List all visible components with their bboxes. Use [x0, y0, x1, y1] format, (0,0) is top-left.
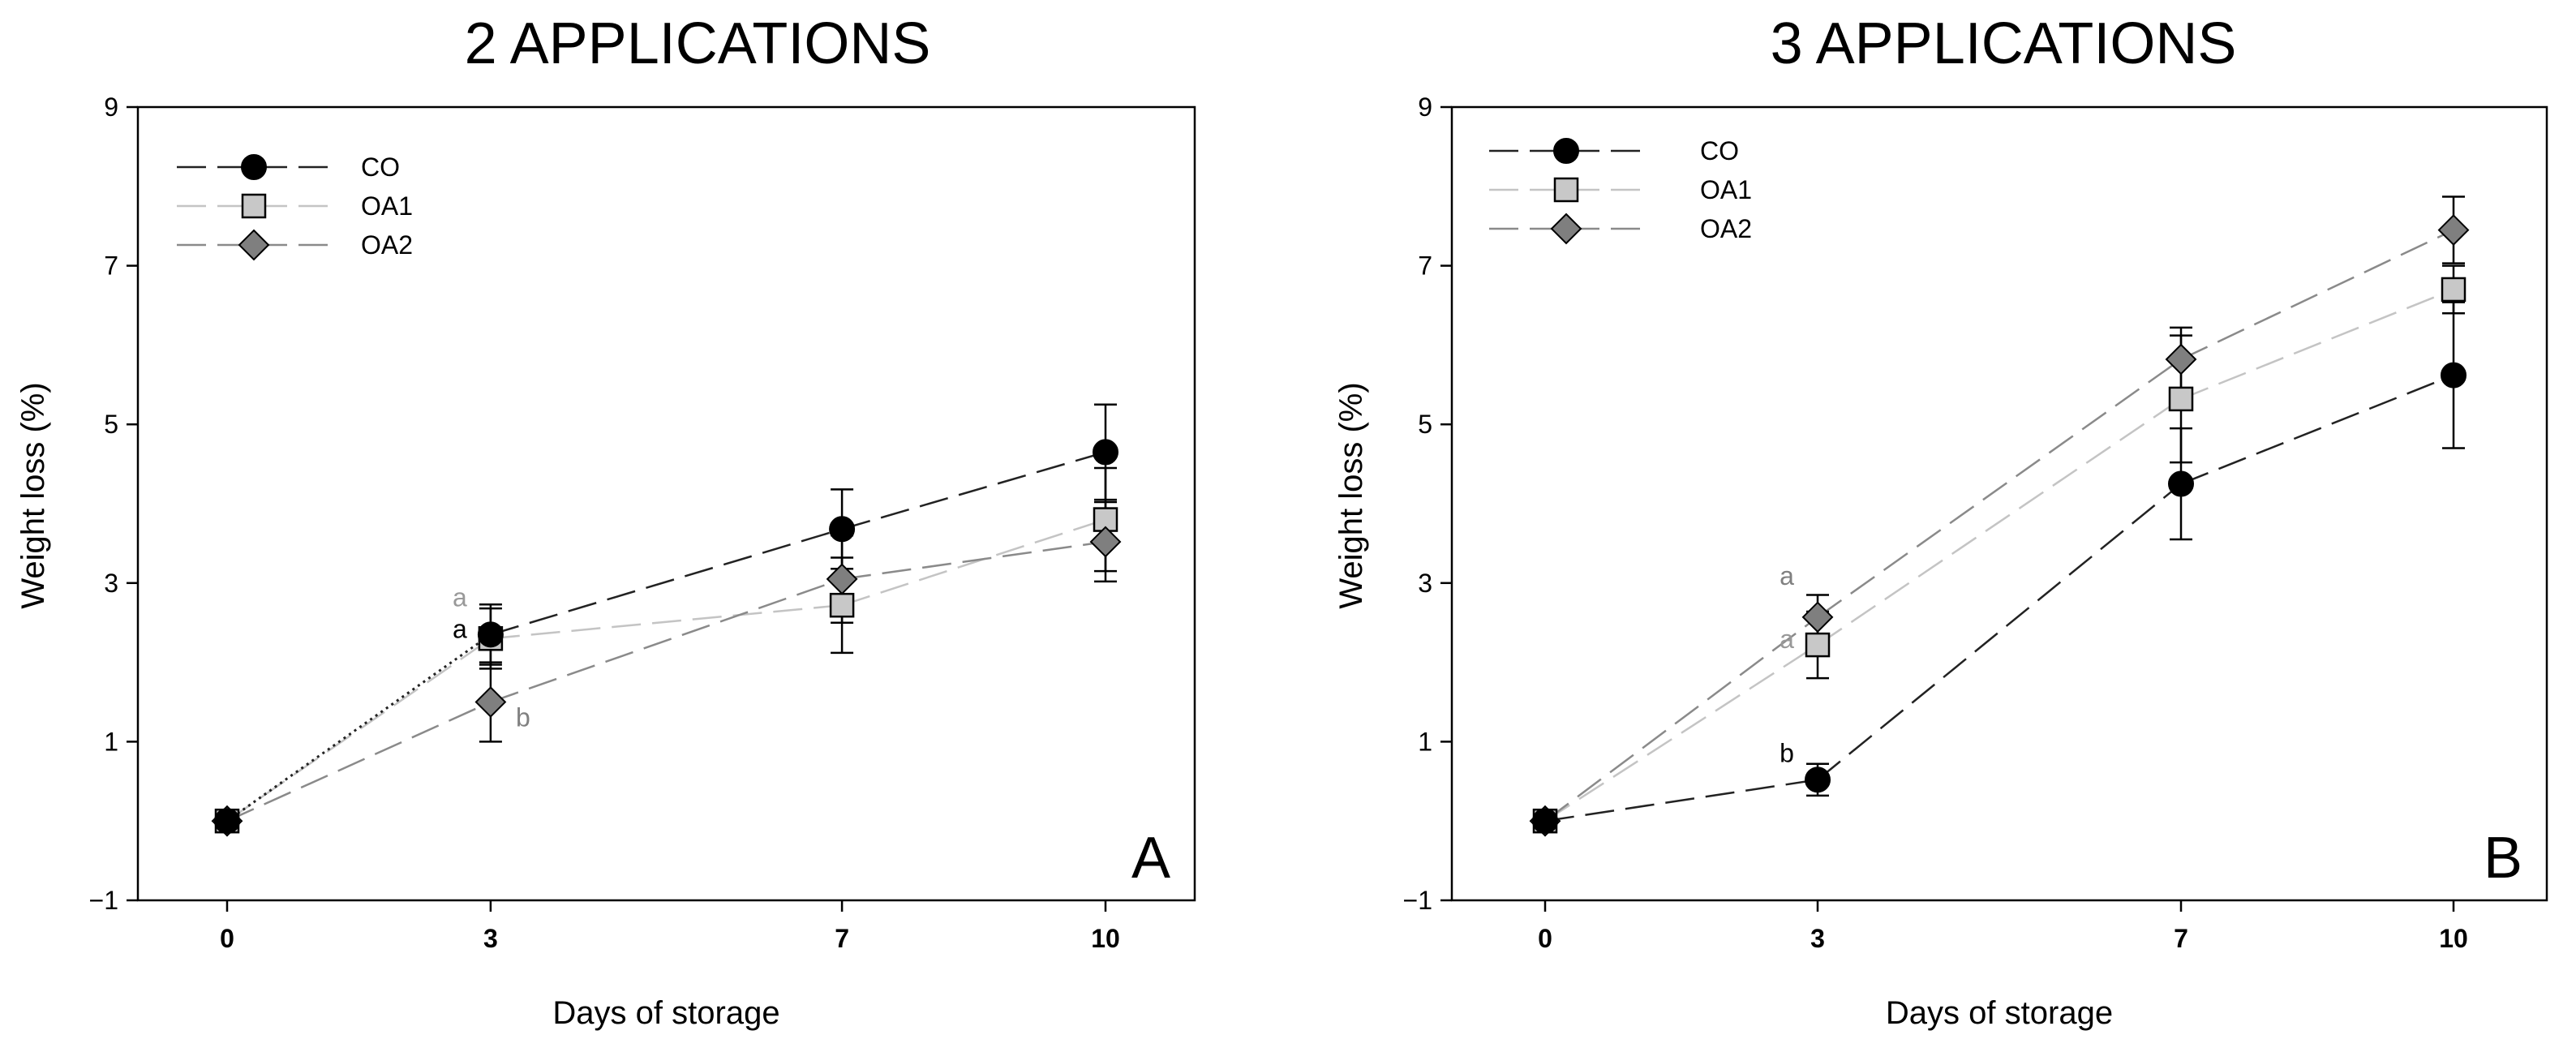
- chart-panel-a: 2 APPLICATIONS −1 1 3 5 7 9 0 3 7 10 Days of storag…: [15, 11, 1196, 1031]
- legend-label-oa2: OA2: [1700, 214, 1752, 243]
- legend-marker-oa1: [241, 193, 267, 219]
- y-tick-label: 7: [104, 251, 118, 281]
- data-point-oa2: [1089, 526, 1122, 558]
- y-tick-label: 7: [1418, 251, 1432, 281]
- data-point-oa2: [2165, 343, 2197, 376]
- significance-label: a: [1780, 625, 1794, 654]
- series-line-co: [2180, 374, 2454, 485]
- y-tick-label: −1: [1403, 886, 1432, 915]
- data-point-co: [1093, 439, 1118, 466]
- x-tick-label: 0: [220, 924, 234, 953]
- significance-label: b: [1780, 738, 1794, 767]
- x-tick-label: 3: [1810, 924, 1825, 953]
- series-line-oa2: [226, 701, 492, 822]
- plot-frame: [136, 105, 1196, 902]
- significance-label: a: [1780, 561, 1794, 590]
- series-line-oa2: [1544, 616, 1818, 822]
- legend-marker-co: [1553, 138, 1579, 164]
- y-tick-label: −1: [89, 886, 118, 915]
- data-point-oa1: [2168, 386, 2194, 412]
- x-tick-label: 0: [1538, 924, 1552, 953]
- series-line-co: [1817, 483, 2182, 781]
- data-point-oa2: [474, 686, 507, 718]
- series-line-oa1: [226, 638, 492, 822]
- data-point-co: [2168, 470, 2194, 497]
- series-line-co: [1544, 779, 1818, 822]
- data-point-oa2: [1801, 601, 1834, 633]
- series-line-oa2: [841, 540, 1106, 581]
- x-tick-label: 7: [2174, 924, 2188, 953]
- x-axis-label: Days of storage: [1886, 995, 2113, 1031]
- legend-marker-oa2: [1550, 213, 1582, 245]
- series-line-co: [490, 528, 843, 636]
- x-tick-label: 3: [483, 924, 498, 953]
- panel-letter: B: [2484, 826, 2522, 891]
- series-line-oa2: [1817, 358, 2182, 618]
- data-point-co: [1805, 766, 1831, 793]
- legend-label-co: CO: [361, 152, 400, 182]
- data-point-oa1: [2441, 277, 2467, 303]
- data-point-oa1: [1805, 632, 1831, 658]
- y-tick-label: 3: [104, 569, 118, 598]
- x-tick-label: 10: [1091, 924, 1120, 953]
- data-point-oa2: [826, 563, 858, 595]
- series-line-oa2: [2180, 229, 2454, 361]
- x-tick-label: 7: [835, 924, 849, 953]
- legend-marker-oa1: [1553, 177, 1579, 203]
- plot-frame: [1450, 105, 2548, 902]
- data-point-co: [2441, 362, 2467, 389]
- y-axis-label: Weight loss (%): [1333, 382, 1369, 608]
- series-line-oa1: [1544, 644, 1818, 822]
- data-point-co: [477, 621, 504, 648]
- y-tick-label: 1: [104, 727, 118, 756]
- data-point-co: [1532, 808, 1558, 835]
- legend-label-co: CO: [1700, 136, 1739, 165]
- data-point-co: [214, 808, 240, 835]
- y-tick-label: 3: [1418, 569, 1432, 598]
- legend-label-oa2: OA2: [361, 230, 413, 260]
- legend-label-oa1: OA1: [361, 191, 413, 221]
- series-line-co: [841, 451, 1106, 530]
- x-axis-label: Days of storage: [552, 995, 779, 1031]
- y-tick-label: 1: [1418, 727, 1432, 756]
- y-tick-label: 5: [1418, 410, 1432, 439]
- legend-label-oa1: OA1: [1700, 175, 1752, 204]
- significance-label: b: [516, 703, 530, 732]
- legend-marker-oa2: [238, 229, 270, 261]
- series-line-oa2: [490, 578, 843, 703]
- x-tick-label: 10: [2439, 924, 2468, 953]
- panel-letter: A: [1131, 826, 1170, 891]
- significance-label: a: [453, 614, 467, 643]
- chart-title: 3 APPLICATIONS: [1771, 11, 2237, 76]
- y-tick-label: 5: [104, 410, 118, 439]
- chart-title: 2 APPLICATIONS: [465, 11, 931, 76]
- significance-label: a: [453, 582, 467, 612]
- y-tick-label: 9: [1418, 92, 1432, 122]
- chart-panel-b: 3 APPLICATIONS −1 1 3 5 7 9 0 3 7 10 Days of storag…: [1333, 11, 2548, 1031]
- data-point-oa1: [829, 592, 855, 618]
- series-line-oa1: [1817, 397, 2182, 646]
- data-point-co: [829, 516, 856, 543]
- y-axis-label: Weight loss (%): [15, 382, 51, 608]
- series-line-oa1: [490, 603, 843, 640]
- series-line-co: [226, 633, 492, 822]
- series-line-oa1: [841, 518, 1106, 607]
- data-point-oa2: [2437, 214, 2470, 247]
- legend-marker-co: [241, 154, 267, 180]
- y-tick-label: 9: [104, 92, 118, 122]
- series-line-oa1: [2180, 288, 2454, 401]
